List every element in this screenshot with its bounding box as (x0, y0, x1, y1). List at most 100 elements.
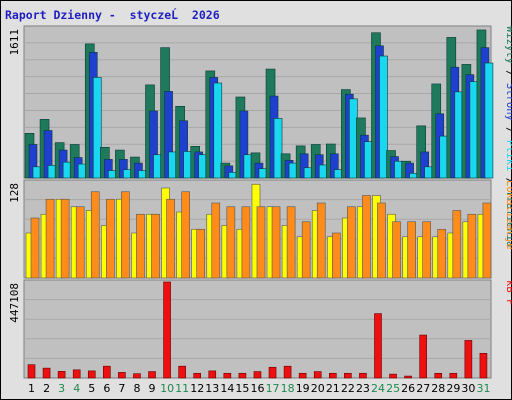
bar-lokalizacje-2 (45, 198, 55, 279)
x-tick-label: 6 (103, 382, 110, 395)
bar-lokalizacje-26 (407, 221, 416, 279)
x-tick-label: 26 (401, 382, 415, 395)
bar-lokalizacje-11 (181, 191, 190, 279)
bar-traffic-17 (268, 366, 277, 379)
bar-lokalizacje-27 (422, 221, 431, 279)
bar-lokalizacje-21 (331, 232, 341, 279)
bar-traffic-11 (178, 365, 186, 379)
bar-traffic-13 (208, 370, 217, 379)
x-tick-label: 29 (446, 382, 460, 395)
x-tick-label: 8 (133, 382, 140, 395)
x-tick-label: 9 (149, 382, 156, 395)
bar-traffic-12 (193, 372, 202, 379)
bar-lokalizacje-19 (301, 221, 311, 279)
bar-traffic-10 (163, 281, 171, 379)
y-max-label: 1611 (8, 29, 21, 56)
x-tick-label: 20 (311, 382, 325, 395)
bar-lokalizacje-3 (60, 198, 70, 279)
x-tick-label: 18 (281, 382, 295, 395)
bar-traffic-22 (344, 372, 352, 379)
bar-lokalizacje-17 (271, 206, 281, 279)
bar-traffic-3 (57, 371, 66, 379)
bar-traffic-24 (374, 313, 382, 379)
bar-traffic-31 (479, 353, 488, 379)
legend-segment: Pliki (504, 140, 512, 172)
bar-traffic-19 (298, 372, 307, 379)
x-tick-label: 19 (296, 382, 310, 395)
bar-traffic-26 (404, 375, 412, 379)
y-max-label: 128 (8, 183, 21, 203)
x-tick-label: 3 (58, 382, 65, 395)
x-tick-label: 11 (175, 382, 189, 395)
bar-lokalizacje-6 (106, 198, 115, 279)
bar-traffic-9 (148, 371, 156, 379)
bar-lokalizacje-22 (347, 206, 356, 279)
bar-traffic-5 (87, 370, 96, 379)
bar-lokalizacje-20 (316, 202, 326, 279)
bar-pliki-13 (213, 82, 223, 179)
bar-lokalizacje-14 (226, 206, 236, 279)
bar-lokalizacje-13 (211, 202, 221, 279)
x-tick-label: 24 (371, 382, 385, 395)
bar-traffic-29 (449, 372, 458, 379)
x-tick-label: 16 (251, 382, 265, 395)
bar-traffic-21 (328, 372, 337, 379)
bar-pliki-31 (484, 62, 494, 179)
bar-lokalizacje-29 (452, 210, 462, 279)
bar-lokalizacje-9 (151, 213, 160, 279)
legend-middle: Lokalizacje (504, 180, 512, 250)
legend-segment: / (504, 171, 512, 190)
x-tick-label: 13 (205, 382, 219, 395)
bar-lokalizacje-16 (256, 206, 266, 279)
bar-traffic-4 (72, 369, 81, 379)
x-tick-label: 14 (220, 382, 234, 395)
x-tick-label: 4 (73, 382, 80, 395)
legend-bottom: kB F (504, 280, 512, 305)
legend-segment: Trafienia (504, 190, 512, 247)
bar-traffic-8 (133, 373, 141, 379)
legend-segment: Wizyty (504, 26, 512, 64)
bar-lokalizacje-24 (377, 202, 386, 279)
bar-traffic-20 (313, 371, 322, 379)
legend-segment: / (504, 121, 512, 140)
bar-traffic-14 (223, 372, 232, 379)
x-tick-label: 10 (160, 382, 174, 395)
bar-pliki-24 (379, 55, 388, 179)
bar-lokalizacje-12 (196, 228, 206, 279)
bar-lokalizacje-31 (482, 202, 492, 279)
x-tick-label: 21 (326, 382, 340, 395)
bar-pliki-5 (92, 77, 102, 179)
bar-lokalizacje-5 (90, 191, 100, 279)
bar-lokalizacje-28 (437, 228, 447, 279)
bar-lokalizacje-15 (241, 206, 251, 279)
legend-segment: Strony (504, 83, 512, 121)
bar-lokalizacje-4 (75, 206, 85, 279)
x-tick-label: 15 (235, 382, 249, 395)
bar-lokalizacje-23 (362, 195, 371, 279)
bar-lokalizacje-7 (121, 191, 130, 279)
bar-lokalizacje-1 (30, 217, 40, 279)
x-tick-label: 5 (88, 382, 95, 395)
bar-traffic-18 (283, 365, 292, 379)
bar-lokalizacje-25 (392, 221, 401, 279)
x-tick-label: 17 (266, 382, 280, 395)
x-tick-label: 25 (386, 382, 400, 395)
y-max-label: 447108 (8, 283, 21, 323)
x-tick-label: 30 (461, 382, 475, 395)
x-tick-label: 12 (190, 382, 204, 395)
x-tick-label: 22 (341, 382, 355, 395)
bar-traffic-25 (389, 373, 397, 379)
x-tick-label: 2 (43, 382, 50, 395)
bar-traffic-27 (419, 334, 427, 379)
bar-traffic-28 (434, 372, 443, 379)
bar-traffic-1 (27, 364, 36, 379)
bar-traffic-16 (253, 371, 262, 379)
panel-2 (23, 279, 492, 379)
bar-pliki-17 (273, 118, 283, 179)
legend-segment: / (504, 64, 512, 83)
chart-title: Raport Dzienny - styczeĹ 2026 (5, 8, 220, 22)
x-tick-label: 7 (118, 382, 125, 395)
bar-traffic-7 (118, 372, 126, 379)
bar-lokalizacje-10 (166, 198, 175, 279)
